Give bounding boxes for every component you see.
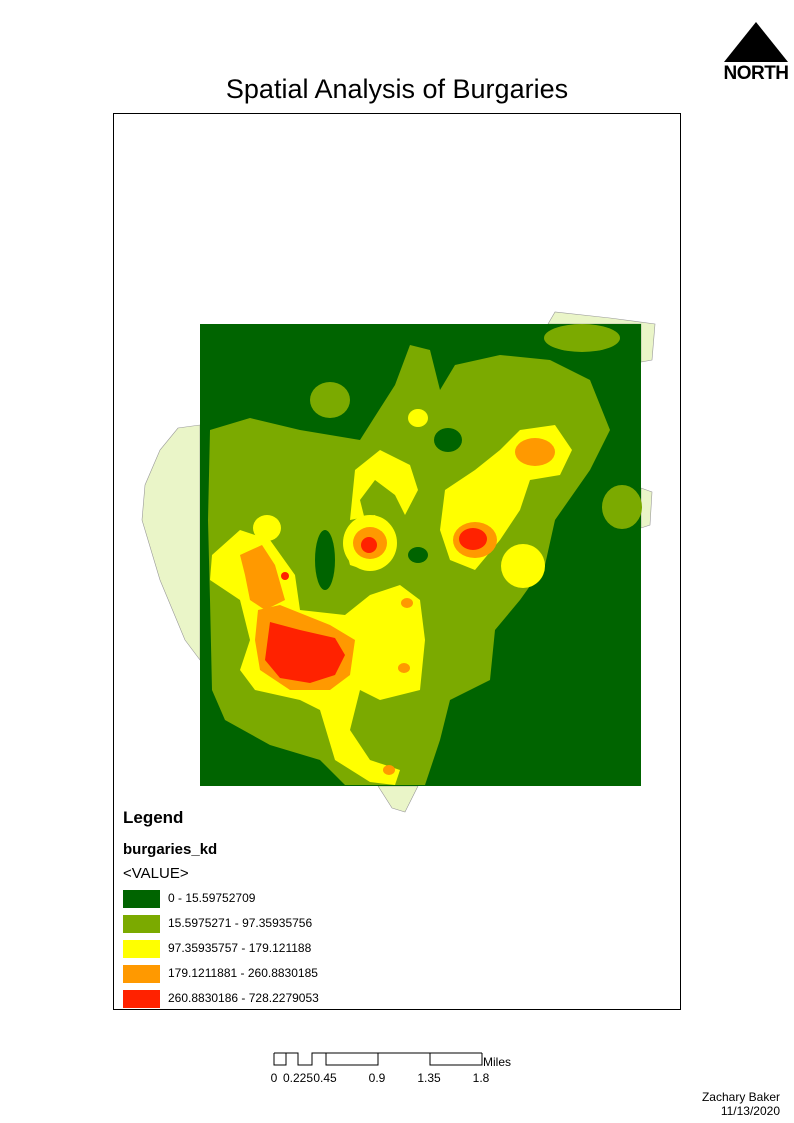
density-class-5: [265, 528, 487, 683]
legend-field-name: <VALUE>: [123, 865, 189, 882]
author-name: Zachary Baker: [701, 1090, 780, 1104]
legend-heading: Legend: [123, 808, 184, 827]
legend-swatch: [123, 965, 160, 983]
north-arrow-icon: [724, 22, 788, 62]
legend-swatch: [123, 940, 160, 958]
map-title: Spatial Analysis of Burgaries: [225, 74, 569, 104]
study-area-boundary-s: [377, 785, 419, 813]
scale-bar: [273, 1052, 483, 1066]
map-date: 11/13/2020: [720, 1104, 780, 1118]
scale-tick-label: 0.225: [282, 1071, 314, 1085]
legend-swatch: [123, 890, 160, 908]
legend-item-label: 15.5975271 - 97.35935756: [168, 916, 313, 930]
study-area-boundary: [141, 424, 201, 661]
study-area-boundary-e: [640, 487, 653, 529]
legend-layer-name: burgaries_kd: [123, 841, 218, 858]
legend-item-label: 260.8830186 - 728.2279053: [168, 991, 319, 1005]
scale-tick-label: 1.8: [472, 1071, 490, 1085]
legend-swatch: [123, 990, 160, 1008]
scale-unit: Miles: [483, 1055, 512, 1069]
scale-tick-label: 0.9: [368, 1071, 386, 1085]
density-class-1-holes: [315, 428, 462, 590]
scale-tick-label: 0: [270, 1071, 278, 1085]
north-label: NORTH: [723, 63, 789, 84]
legend-swatch: [123, 915, 160, 933]
legend-item-label: 97.35935757 - 179.121188: [168, 941, 312, 955]
map-frame: [113, 113, 681, 1010]
legend-item-label: 0 - 15.59752709: [168, 891, 256, 905]
scale-tick-label: 1.35: [417, 1071, 441, 1085]
scale-tick-label: 0.45: [313, 1071, 337, 1085]
legend-item-label: 179.1211881 - 260.8830185: [168, 966, 318, 980]
